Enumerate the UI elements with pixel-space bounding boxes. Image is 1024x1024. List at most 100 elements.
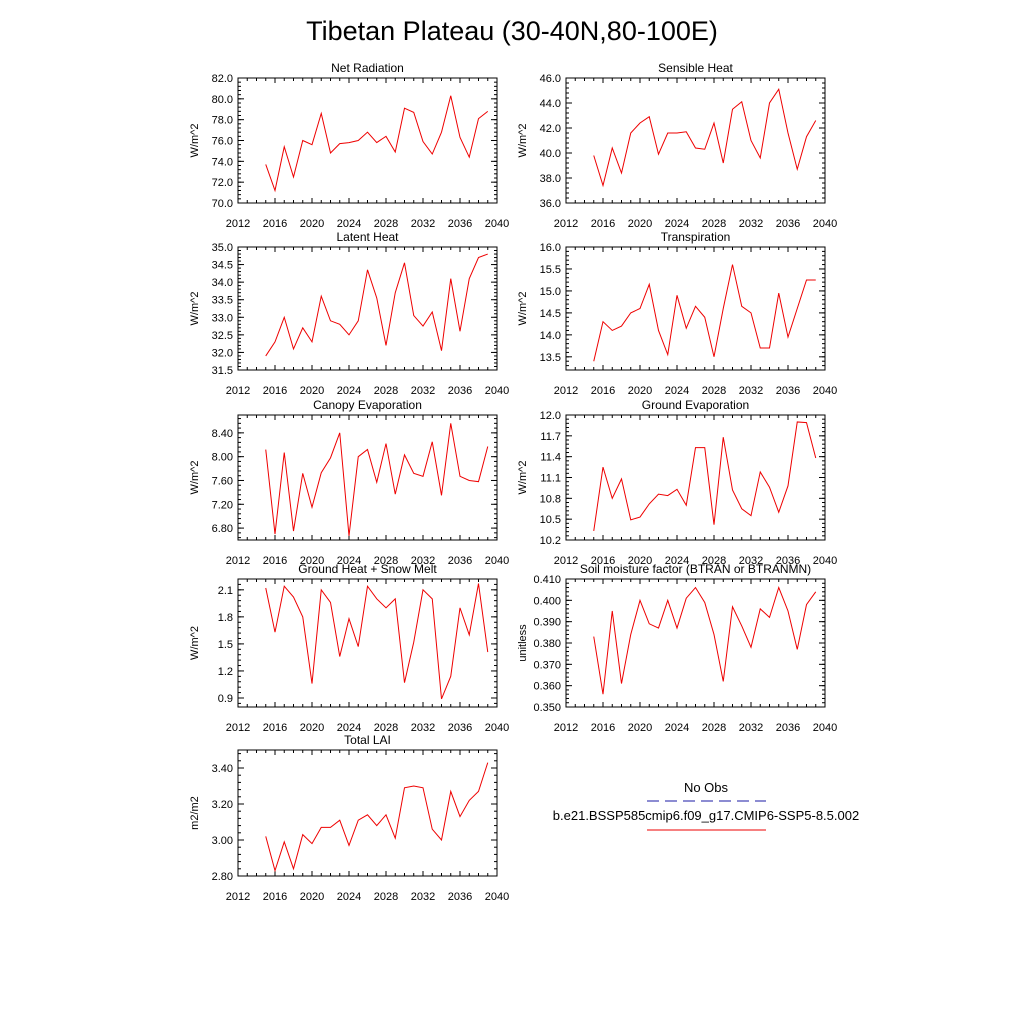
x-tick-label: 2024: [337, 218, 361, 230]
x-tick-label: 2040: [485, 218, 509, 230]
y-tick-label: 32.0: [212, 347, 233, 359]
x-tick-label: 2024: [337, 891, 361, 903]
x-tick-label: 2036: [448, 891, 472, 903]
x-tick-label: 2020: [300, 891, 324, 903]
y-tick-label: 10.2: [540, 535, 561, 547]
x-tick-label: 2036: [448, 385, 472, 397]
x-tick-label: 2020: [300, 722, 324, 734]
x-tick-label: 2020: [628, 385, 652, 397]
y-tick-label: 34.0: [212, 277, 233, 289]
x-tick-label: 2024: [337, 385, 361, 397]
x-tick-label: 2012: [554, 555, 578, 567]
y-tick-label: 12.0: [540, 410, 561, 422]
panel-title: Canopy Evaporation: [313, 398, 422, 412]
x-tick-label: 2020: [628, 218, 652, 230]
y-tick-label: 70.0: [212, 198, 233, 210]
y-tick-label: 72.0: [212, 177, 233, 189]
chart-panel-7: Ground Heat + Snow Melt W/m^2 2012 2016 2020…: [189, 562, 509, 734]
y-tick-label: 34.5: [212, 260, 233, 272]
x-tick-label: 2024: [665, 555, 689, 567]
y-tick-label: 1.5: [218, 639, 233, 651]
y-tick-label: 32.5: [212, 330, 233, 342]
y-tick-label: 46.0: [540, 73, 561, 85]
x-tick-label: 2032: [411, 555, 435, 567]
y-tick-label: 7.60: [212, 475, 233, 487]
x-tick-label: 2012: [226, 218, 250, 230]
x-tick-label: 2016: [591, 722, 615, 734]
y-tick-label: 15.5: [540, 264, 561, 276]
x-tick-label: 2040: [813, 555, 837, 567]
x-tick-label: 2032: [739, 385, 763, 397]
legend-label-no-obs: No Obs: [684, 780, 729, 795]
x-tick-label: 2024: [665, 722, 689, 734]
x-tick-label: 2012: [226, 385, 250, 397]
x-tick-label: 2012: [554, 722, 578, 734]
panel-title: Latent Heat: [336, 230, 399, 244]
y-tick-label: 3.40: [212, 763, 233, 775]
y-tick-label: 3.00: [212, 835, 233, 847]
legend-label-run: b.e21.BSSP585cmip6.f09_g17.CMIP6-SSP5-8.…: [553, 808, 859, 823]
x-tick-label: 2020: [628, 555, 652, 567]
y-tick-label: 76.0: [212, 136, 233, 148]
y-tick-label: 36.0: [540, 198, 561, 210]
x-tick-label: 2020: [300, 385, 324, 397]
x-tick-label: 2036: [776, 555, 800, 567]
y-tick-label: 0.410: [533, 574, 561, 586]
chart-panel-4: Transpiration W/m^2 2012 2016 2020 2024 2028 20…: [517, 230, 837, 397]
x-tick-label: 2028: [374, 218, 398, 230]
x-tick-label: 2040: [485, 722, 509, 734]
y-tick-label: 11.1: [540, 473, 561, 485]
x-tick-label: 2040: [485, 555, 509, 567]
y-tick-label: 10.8: [540, 493, 561, 505]
y-axis-label: m2/m2: [189, 796, 201, 830]
y-tick-label: 0.400: [533, 595, 561, 607]
panel-title: Ground Evaporation: [642, 398, 749, 412]
y-axis-label: W/m^2: [517, 292, 529, 326]
y-tick-label: 10.5: [540, 514, 561, 526]
y-tick-label: 2.1: [218, 585, 233, 597]
y-tick-label: 78.0: [212, 115, 233, 127]
x-tick-label: 2040: [813, 218, 837, 230]
x-tick-label: 2016: [591, 218, 615, 230]
panel-title: Sensible Heat: [658, 61, 733, 75]
y-tick-label: 11.4: [540, 452, 561, 464]
x-tick-label: 2012: [554, 218, 578, 230]
x-tick-label: 2024: [665, 385, 689, 397]
y-axis-label: unitless: [517, 624, 529, 662]
x-tick-label: 2032: [739, 218, 763, 230]
x-tick-label: 2020: [300, 218, 324, 230]
x-tick-label: 2016: [591, 385, 615, 397]
chart-panel-8: Soil moisture factor (BTRAN or BTRANMN) u…: [517, 562, 837, 734]
x-tick-label: 2036: [448, 218, 472, 230]
x-tick-label: 2036: [448, 555, 472, 567]
x-tick-label: 2028: [702, 722, 726, 734]
chart-panel-5: Canopy Evaporation W/m^2 2012 2016 2020 2024 2…: [189, 398, 509, 567]
x-tick-label: 2016: [263, 891, 287, 903]
y-axis-label: W/m^2: [189, 124, 201, 158]
y-tick-label: 3.20: [212, 799, 233, 811]
y-tick-label: 8.00: [212, 452, 233, 464]
x-tick-label: 2040: [813, 385, 837, 397]
series-line: [593, 87, 817, 188]
x-tick-label: 2036: [776, 722, 800, 734]
x-tick-label: 2028: [374, 722, 398, 734]
y-tick-label: 0.360: [533, 681, 561, 693]
x-tick-label: 2012: [554, 385, 578, 397]
y-tick-label: 0.9: [218, 693, 233, 705]
panel-title: Total LAI: [344, 733, 391, 747]
x-tick-label: 2036: [776, 218, 800, 230]
series-line: [265, 95, 489, 193]
y-tick-label: 15.0: [540, 286, 561, 298]
legend: No Obs b.e21.BSSP585cmip6.f09_g17.CMIP6-…: [553, 780, 859, 831]
x-tick-label: 2012: [226, 722, 250, 734]
y-axis-label: W/m^2: [517, 461, 529, 495]
x-tick-label: 2024: [337, 555, 361, 567]
x-tick-label: 2028: [702, 218, 726, 230]
x-tick-label: 2040: [485, 891, 509, 903]
series-line: [593, 264, 816, 362]
panel-title: Ground Heat + Snow Melt: [298, 562, 437, 576]
y-axis-label: W/m^2: [189, 626, 201, 660]
x-tick-label: 2032: [739, 722, 763, 734]
y-tick-label: 2.80: [212, 871, 233, 883]
